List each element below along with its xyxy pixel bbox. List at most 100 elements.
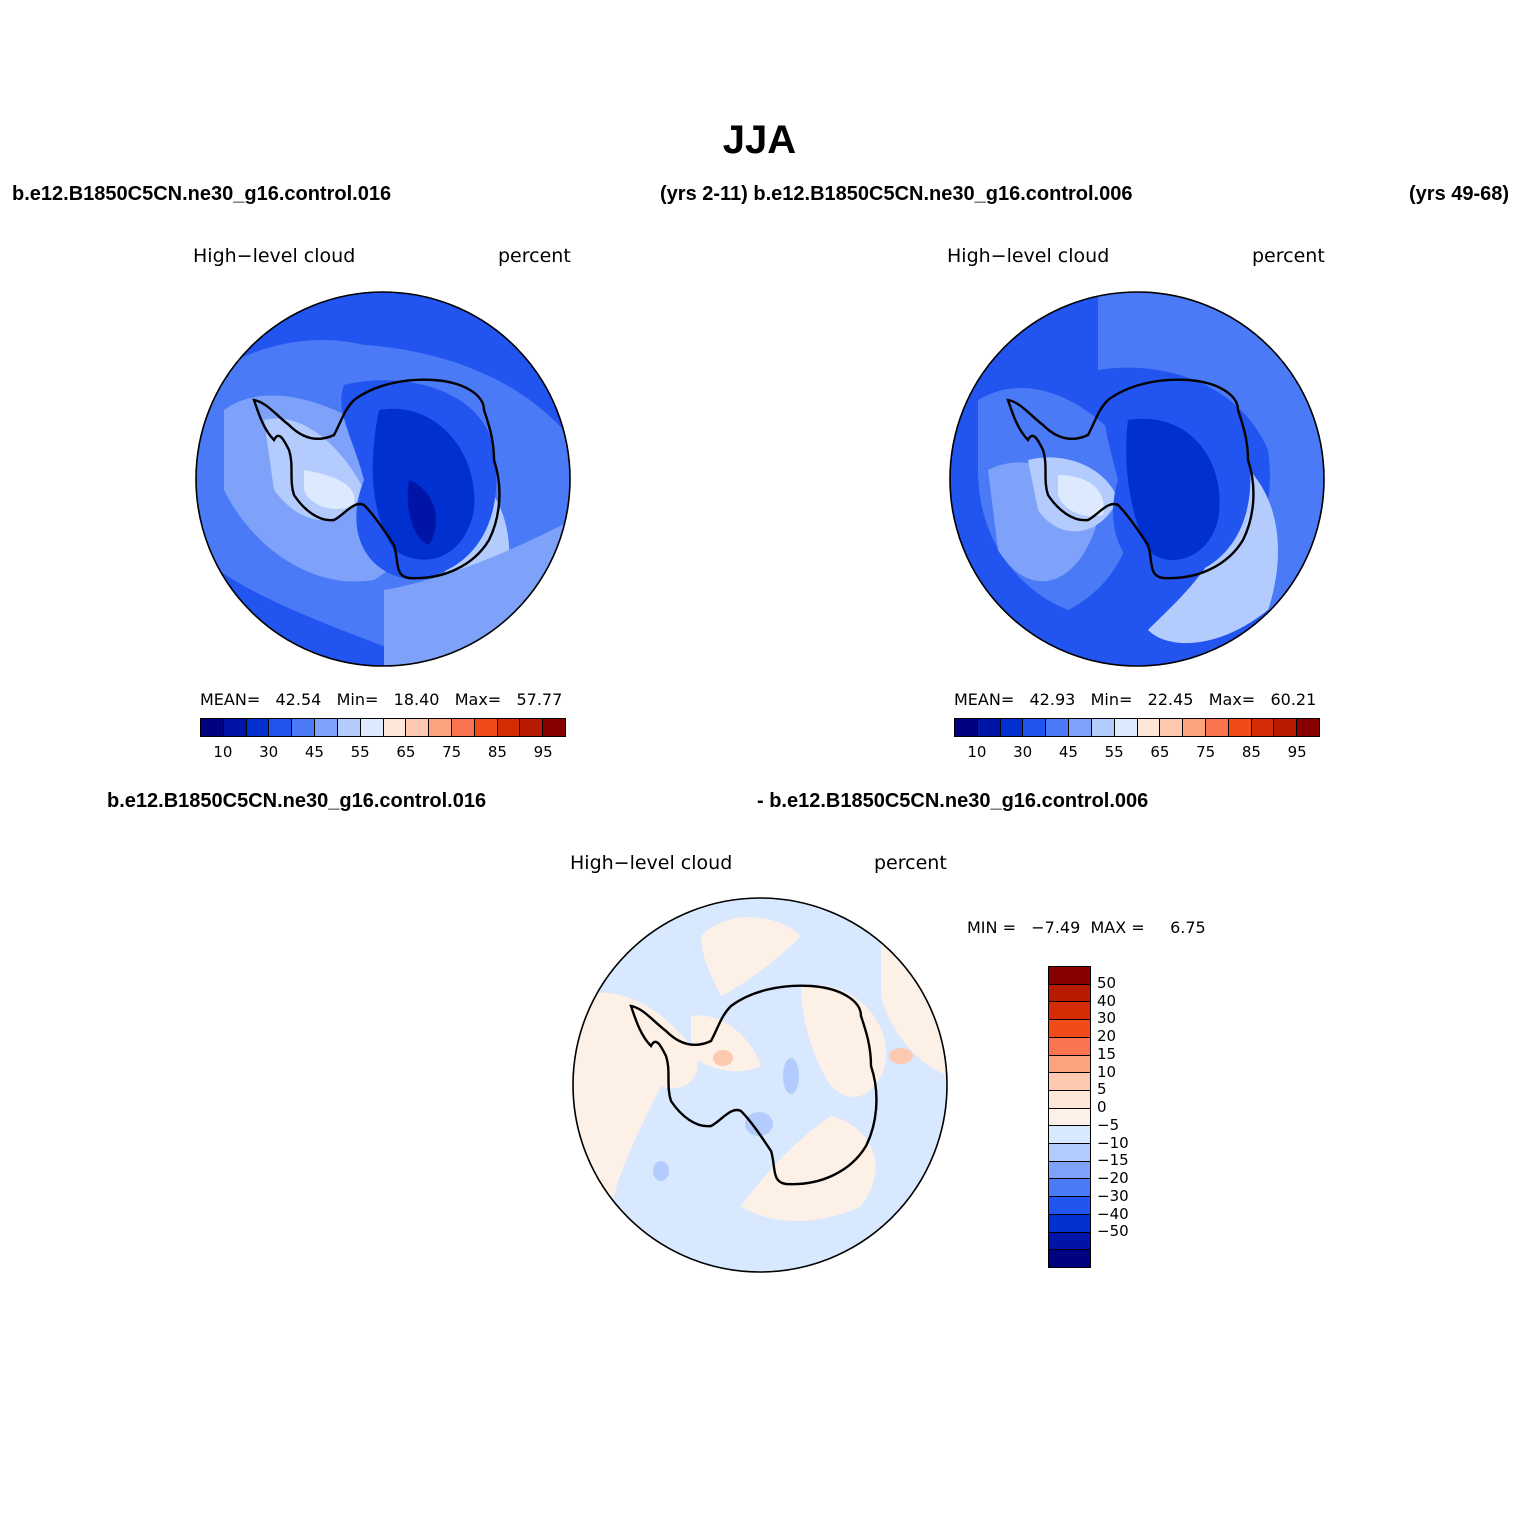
colorbar-swatch: [474, 719, 498, 736]
colorbar-tick-label: 55: [350, 743, 370, 761]
colorbar-swatch: [1251, 719, 1275, 736]
colorbar-tick-label: 95: [533, 743, 553, 761]
colorbar-swatch: [451, 719, 475, 736]
colorbar-swatch: [1205, 719, 1229, 736]
colorbar-tick-label: 45: [304, 743, 324, 761]
colorbar-tick-label: 55: [1104, 743, 1124, 761]
colorbar-tick-label: 15: [1097, 1044, 1117, 1063]
diff-minmax: MIN = −7.49 MAX = 6.75: [967, 918, 1206, 937]
colorbar-swatch: [1049, 967, 1090, 985]
colorbar-swatch: [337, 719, 361, 736]
colorbar-swatch: [406, 719, 430, 736]
colorbar-tick-label: 30: [259, 743, 279, 761]
colorbar-swatch: [1049, 1214, 1090, 1233]
diff-case-right: - b.e12.B1850C5CN.ne30_g16.control.006: [757, 790, 1149, 812]
colorbar-swatch: [543, 719, 565, 736]
colorbar-swatch: [201, 719, 224, 736]
colorbar-tick-label: −30: [1097, 1186, 1129, 1205]
stats-row-1: MEAN= 42.54 Min= 18.40 Max= 57.77: [200, 690, 562, 709]
polar-map-2: [949, 291, 1325, 667]
colorbar-swatch: [1049, 1232, 1090, 1251]
colorbar-swatch: [1049, 1144, 1090, 1162]
colorbar-tick-label: 20: [1097, 1027, 1117, 1046]
mean-value: 42.54: [275, 690, 322, 709]
colorbar-swatch: [246, 719, 270, 736]
diff-case-left: b.e12.B1850C5CN.ne30_g16.control.016: [107, 790, 487, 812]
colorbar-tick-label: 95: [1287, 743, 1307, 761]
colorbar-tick-label: 65: [1150, 743, 1170, 761]
colorbar-tick-label: 85: [1241, 743, 1261, 761]
colorbar-swatch: [497, 719, 521, 736]
colorbar-tick-label: 10: [213, 743, 233, 761]
colorbar-tick-label: 10: [967, 743, 987, 761]
colorbar-tick-label: 30: [1097, 1009, 1117, 1028]
colorbar-swatch: [223, 719, 247, 736]
min-label: Min=: [336, 690, 379, 709]
colorbar-swatch: [1049, 1179, 1090, 1198]
colorbar-swatch: [1049, 1197, 1090, 1215]
colorbar-tick-label: 85: [487, 743, 507, 761]
colorbar-swatch: [1183, 719, 1206, 736]
max-label: Max=: [454, 690, 502, 709]
colorbar-swatch: [1049, 1090, 1090, 1109]
max-value: 60.21: [1270, 690, 1317, 709]
colorbar-diff: [1048, 966, 1091, 1268]
colorbar-swatch: [1049, 1108, 1090, 1127]
colorbar-swatch: [269, 719, 293, 736]
colorbar-swatch: [292, 719, 316, 736]
colorbar-swatch: [955, 719, 978, 736]
colorbar-swatch: [429, 719, 452, 736]
colorbar-swatch: [520, 719, 544, 736]
colorbar-swatch: [1049, 1055, 1090, 1074]
colorbar-swatch: [1049, 1002, 1090, 1021]
mean-label: MEAN=: [954, 690, 1015, 709]
variable-label: High−level cloud: [570, 852, 733, 874]
colorbar-swatch: [360, 719, 384, 736]
colorbar-tick-label: 30: [1013, 743, 1033, 761]
colorbar-1: [200, 718, 566, 737]
colorbar-tick-label: 5: [1097, 1080, 1107, 1099]
variable-label: High−level cloud: [193, 245, 356, 267]
colorbar-swatch: [1160, 719, 1184, 736]
colorbar-swatch: [1114, 719, 1138, 736]
colorbar-tick-label: 45: [1058, 743, 1078, 761]
colorbar-tick-label: 75: [1196, 743, 1216, 761]
max-label: Max=: [1208, 690, 1256, 709]
polar-map-diff: [572, 897, 948, 1273]
colorbar-tick-label: −10: [1097, 1133, 1129, 1152]
figure-title: JJA: [722, 118, 797, 162]
colorbar-swatch: [1137, 719, 1161, 736]
variable-label: High−level cloud: [947, 245, 1110, 267]
colorbar-swatch: [1049, 984, 1090, 1003]
colorbar-swatch: [315, 719, 338, 736]
colorbar-tick-label: −15: [1097, 1151, 1129, 1170]
colorbar-2: [954, 718, 1320, 737]
years-right: (yrs 49-68): [1409, 183, 1510, 205]
units-label: percent: [498, 245, 571, 267]
colorbar-tick-label: 0: [1097, 1098, 1107, 1117]
colorbar-swatch: [383, 719, 407, 736]
colorbar-tick-label: −40: [1097, 1204, 1129, 1223]
colorbar-swatch: [1049, 1073, 1090, 1091]
polar-map-1: [195, 291, 571, 667]
colorbar-swatch: [1228, 719, 1252, 736]
min-value: 18.40: [393, 690, 440, 709]
case-name-left: b.e12.B1850C5CN.ne30_g16.control.016: [12, 183, 392, 205]
stats-row-2: MEAN= 42.93 Min= 22.45 Max= 60.21: [954, 690, 1316, 709]
colorbar-swatch: [1049, 1037, 1090, 1056]
colorbar-swatch: [1046, 719, 1070, 736]
units-label: percent: [1252, 245, 1325, 267]
colorbar-swatch: [1000, 719, 1024, 736]
colorbar-tick-label: 50: [1097, 973, 1117, 992]
max-value: 57.77: [516, 690, 563, 709]
colorbar-swatch: [1274, 719, 1298, 736]
min-value: 22.45: [1147, 690, 1194, 709]
colorbar-swatch: [977, 719, 1001, 736]
colorbar-swatch: [1049, 1126, 1090, 1145]
colorbar-swatch: [1069, 719, 1092, 736]
mean-label: MEAN=: [200, 690, 261, 709]
colorbar-tick-label: −50: [1097, 1222, 1129, 1241]
colorbar-swatch: [1049, 1250, 1090, 1267]
colorbar-tick-label: −5: [1097, 1115, 1120, 1134]
colorbar-swatch: [1091, 719, 1115, 736]
